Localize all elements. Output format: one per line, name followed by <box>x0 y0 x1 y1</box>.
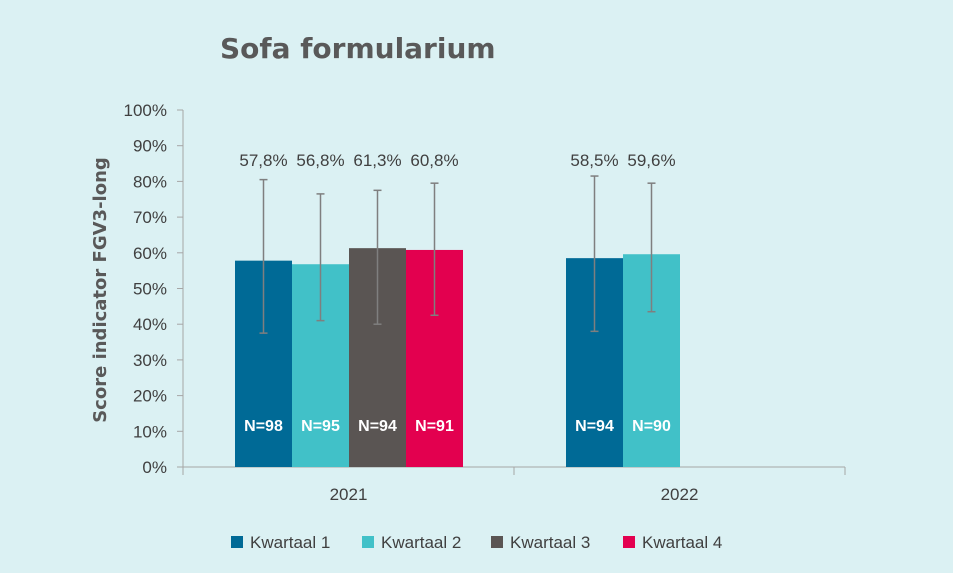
data-label: 56,8% <box>296 151 344 170</box>
y-tick-label: 100% <box>124 101 167 120</box>
error-bar <box>373 189 382 325</box>
n-label: N=94 <box>358 418 397 435</box>
n-label: N=94 <box>575 418 614 435</box>
legend-item: Kwartaal 2 <box>362 533 461 552</box>
data-label: 60,8% <box>410 151 458 170</box>
y-tick-label: 10% <box>133 422 167 441</box>
y-tick-label: 40% <box>133 315 167 334</box>
x-tick-label: 2021 <box>330 485 368 504</box>
y-tick-label: 20% <box>133 387 167 406</box>
n-label: N=98 <box>244 418 283 435</box>
y-axis-label: Score indicator FGV3-long <box>90 157 111 423</box>
error-bar <box>430 182 439 317</box>
error-bar <box>316 193 325 322</box>
data-label: 61,3% <box>353 151 401 170</box>
y-tick-label: 50% <box>133 280 167 299</box>
legend-swatch <box>491 536 503 548</box>
y-tick-label: 70% <box>133 208 167 227</box>
data-label: 58,5% <box>570 151 618 170</box>
data-label: 57,8% <box>239 151 287 170</box>
n-label: N=90 <box>632 418 671 435</box>
legend-label: Kwartaal 2 <box>381 533 461 552</box>
y-tick-label: 80% <box>133 172 167 191</box>
chart-title: Sofa formularium <box>220 32 496 65</box>
error-bar <box>259 178 268 334</box>
legend-swatch <box>362 536 374 548</box>
data-label: 59,6% <box>627 151 675 170</box>
legend-item: Kwartaal 1 <box>231 533 330 552</box>
y-tick-label: 90% <box>133 137 167 156</box>
legend-label: Kwartaal 4 <box>642 533 722 552</box>
y-tick-label: 60% <box>133 244 167 263</box>
legend-item: Kwartaal 3 <box>491 533 590 552</box>
error-bar <box>647 182 656 313</box>
legend: Kwartaal 1 Kwartaal 2 Kwartaal 3 Kwartaal 4 <box>231 533 722 552</box>
legend-label: Kwartaal 3 <box>510 533 590 552</box>
legend-label: Kwartaal 1 <box>250 533 330 552</box>
legend-swatch <box>623 536 635 548</box>
legend-swatch <box>231 536 243 548</box>
n-label: N=91 <box>415 418 454 435</box>
x-tick-label: 2022 <box>661 485 699 504</box>
legend-item: Kwartaal 4 <box>623 533 722 552</box>
error-bar <box>590 175 599 333</box>
n-label: N=95 <box>301 418 340 435</box>
plot-area: 0% 10% 20% 30% 40% 50% 60% 70% 80% 90% 100% 2021 57,… <box>124 101 846 504</box>
y-tick-label: 0% <box>142 458 167 477</box>
y-tick-label: 30% <box>133 351 167 370</box>
